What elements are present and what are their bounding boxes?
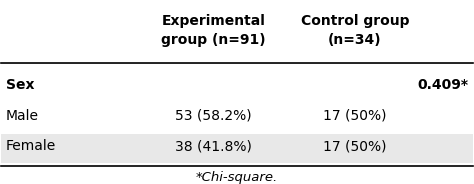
Text: 53 (58.2%): 53 (58.2%) (175, 109, 252, 123)
Text: Male: Male (6, 109, 39, 123)
Text: Female: Female (6, 139, 56, 153)
Bar (1, 134, 473, 166)
Text: Experimental
group (n=91): Experimental group (n=91) (161, 14, 266, 47)
Text: 38 (41.8%): 38 (41.8%) (175, 139, 252, 153)
Text: Sex: Sex (6, 78, 35, 92)
Text: 17 (50%): 17 (50%) (323, 109, 387, 123)
Text: Control group
(n=34): Control group (n=34) (301, 14, 409, 47)
Text: 0.409*: 0.409* (417, 78, 468, 92)
Text: *Chi-square.: *Chi-square. (196, 171, 278, 184)
Text: 17 (50%): 17 (50%) (323, 139, 387, 153)
Bar (1, 63, 473, 64)
